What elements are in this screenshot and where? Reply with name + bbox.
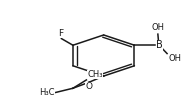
Text: OH: OH (151, 23, 164, 32)
Text: OH: OH (168, 55, 181, 63)
Text: CH₃: CH₃ (87, 70, 103, 79)
Text: F: F (58, 29, 63, 38)
Text: H₃C: H₃C (39, 88, 55, 97)
Text: O: O (85, 82, 92, 91)
Text: B: B (156, 40, 163, 50)
